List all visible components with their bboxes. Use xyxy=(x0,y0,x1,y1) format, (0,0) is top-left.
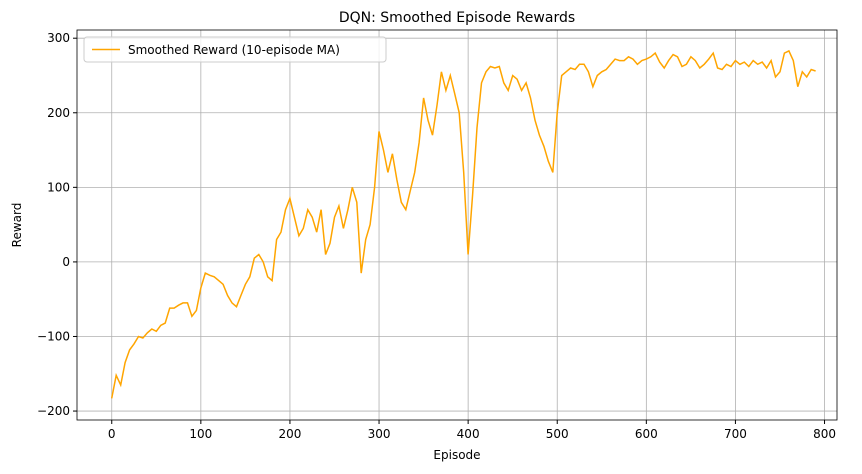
x-tick-label: 800 xyxy=(813,427,836,441)
y-tick-label: 300 xyxy=(47,31,70,45)
y-tick-label: −200 xyxy=(37,404,70,418)
x-tick-label: 600 xyxy=(635,427,658,441)
chart-title: DQN: Smoothed Episode Rewards xyxy=(339,10,575,26)
x-tick-label: 0 xyxy=(108,427,116,441)
x-tick-label: 700 xyxy=(724,427,747,441)
plot-frame xyxy=(76,29,838,421)
y-tick-label: 100 xyxy=(47,180,70,194)
x-tick-label: 400 xyxy=(457,427,480,441)
y-tick-label: 200 xyxy=(47,106,70,120)
y-axis-label: Reward xyxy=(10,203,24,248)
series-line xyxy=(110,49,816,399)
x-tick-label: 500 xyxy=(546,427,569,441)
x-tick-label: 100 xyxy=(189,427,212,441)
legend-box xyxy=(83,36,387,63)
y-tick-label: 0 xyxy=(62,255,70,269)
y-tick-label: −100 xyxy=(37,329,70,343)
x-axis-label: Episode xyxy=(433,448,480,462)
x-tick-label: 300 xyxy=(368,427,391,441)
x-tick-label: 200 xyxy=(278,427,301,441)
legend-label: Smoothed Reward (10-episode MA) xyxy=(128,43,340,57)
